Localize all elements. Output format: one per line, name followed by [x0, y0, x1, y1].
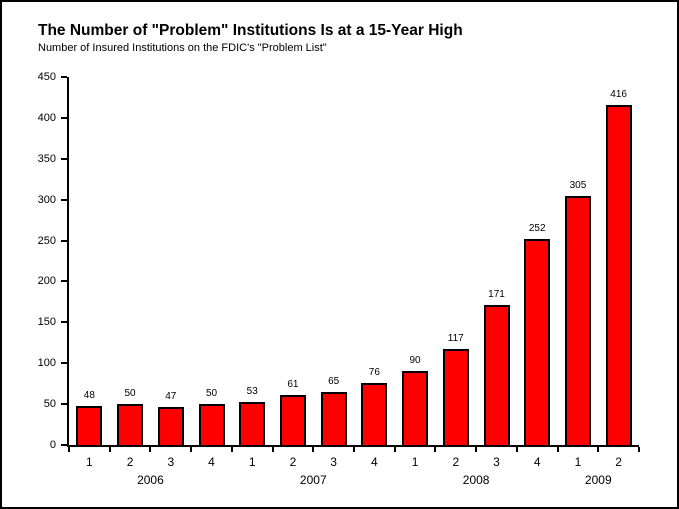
bar-value-label: 252 — [528, 222, 546, 234]
chart-subtitle: Number of Insured Institutions on the FD… — [38, 42, 327, 54]
bar-value-label: 65 — [328, 375, 340, 387]
y-tick — [61, 321, 67, 324]
x-tick-label: 1 — [574, 455, 582, 469]
y-tick-label: 300 — [37, 193, 56, 206]
year-label: 2006 — [137, 473, 164, 487]
x-tick — [312, 447, 315, 452]
y-tick — [61, 239, 67, 242]
y-tick — [61, 362, 67, 365]
x-tick — [108, 447, 111, 452]
x-tick — [149, 447, 152, 452]
x-tick-label: 3 — [330, 455, 337, 469]
bar — [483, 305, 510, 445]
x-tick-label: 4 — [208, 455, 215, 469]
x-tick — [597, 447, 600, 452]
x-tick-label: 1 — [411, 455, 419, 469]
bar-value-label: 416 — [610, 88, 627, 100]
y-tick-label: 0 — [49, 439, 56, 451]
bar-value-label: 47 — [165, 390, 177, 402]
bar — [605, 104, 632, 445]
x-tick — [353, 447, 355, 452]
x-tick — [230, 447, 233, 452]
bar-value-label: 61 — [287, 379, 299, 391]
bar-value-label: 53 — [246, 385, 258, 397]
y-tick-label: 350 — [37, 152, 56, 165]
x-tick-label: 2 — [452, 455, 460, 469]
bar-value-label: 48 — [83, 389, 95, 401]
x-tick-label: 2 — [289, 455, 297, 469]
bar-value-label: 90 — [409, 355, 421, 367]
year-label: 2008 — [462, 473, 490, 487]
bar-value-label: 171 — [488, 289, 505, 301]
x-tick — [434, 447, 437, 452]
x-tick-label: 1 — [248, 455, 256, 469]
bar — [117, 404, 144, 445]
y-tick — [61, 116, 67, 119]
bar — [239, 401, 266, 445]
year-label: 2007 — [299, 473, 327, 487]
bar-value-label: 117 — [447, 333, 464, 345]
y-tick-label: 100 — [37, 357, 56, 370]
x-tick-label: 2 — [126, 455, 134, 469]
y-tick-label: 200 — [37, 275, 56, 288]
x-tick — [556, 447, 559, 452]
x-tick — [271, 447, 274, 452]
y-tick — [61, 76, 67, 78]
bar — [442, 349, 469, 445]
y-tick-label: 400 — [37, 111, 56, 124]
x-tick — [190, 447, 193, 452]
y-axis-line — [67, 77, 69, 447]
y-tick — [61, 444, 67, 446]
x-tick — [515, 447, 518, 452]
year-label: 2009 — [584, 473, 612, 487]
y-tick-label: 450 — [37, 71, 56, 83]
bar — [564, 195, 591, 445]
y-tick-label: 250 — [37, 234, 56, 247]
bar — [361, 382, 388, 445]
y-tick-label: 150 — [37, 316, 56, 329]
bar-value-label: 76 — [368, 366, 380, 378]
bar — [76, 405, 103, 445]
y-tick — [61, 157, 67, 160]
x-axis-line — [67, 445, 639, 447]
x-tick-label: 2 — [615, 455, 622, 469]
x-tick — [638, 447, 640, 452]
y-tick — [61, 280, 67, 283]
bar — [157, 406, 184, 445]
chart-title: The Number of "Problem" Institutions Is … — [38, 22, 463, 39]
bar — [524, 238, 551, 445]
bar-value-label: 50 — [124, 388, 136, 400]
bar — [279, 395, 306, 445]
bar-value-label: 50 — [205, 388, 218, 400]
x-tick — [475, 447, 478, 452]
x-tick-label: 4 — [533, 455, 541, 469]
x-tick-label: 3 — [167, 455, 175, 469]
y-tick — [61, 403, 67, 406]
bar — [198, 404, 225, 445]
y-tick — [61, 198, 67, 201]
x-tick-label: 3 — [493, 455, 500, 469]
x-tick-label: 4 — [371, 455, 378, 469]
bar — [402, 371, 429, 445]
x-tick — [393, 447, 396, 452]
y-tick-label: 50 — [43, 398, 56, 411]
bar — [320, 391, 347, 445]
x-tick — [68, 447, 70, 452]
bar-value-label: 305 — [569, 179, 587, 191]
x-tick-label: 1 — [86, 455, 93, 469]
